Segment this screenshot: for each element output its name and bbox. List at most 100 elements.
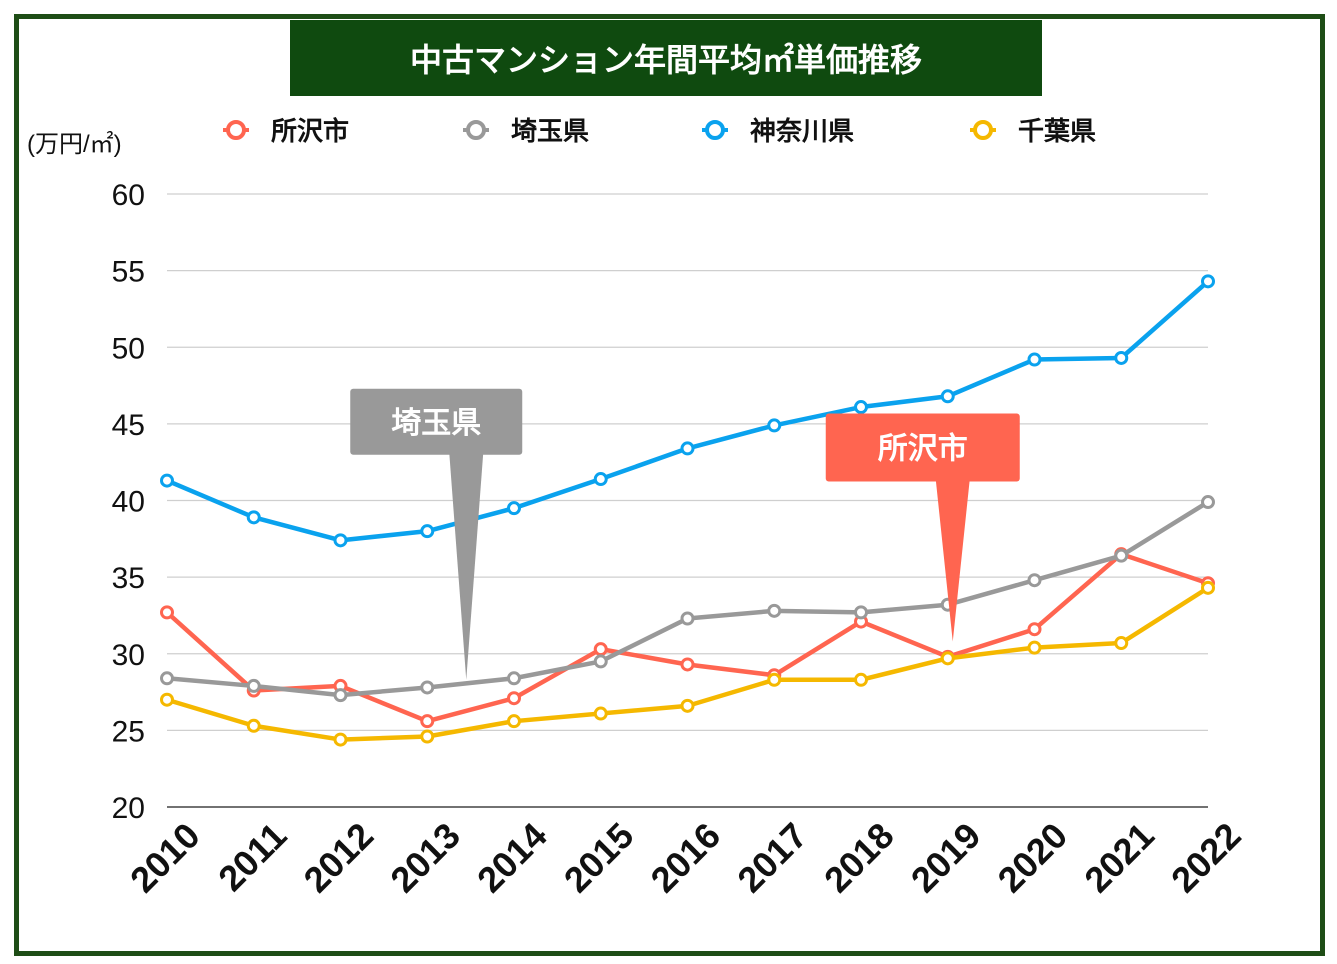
y-axis-ticks: 20 25 30 35 40 45 50 55 60 <box>112 179 145 825</box>
y-tick-label: 50 <box>112 332 145 365</box>
data-point <box>1114 636 1129 651</box>
data-point <box>160 473 174 488</box>
callout-box <box>350 388 523 455</box>
data-point <box>420 524 435 539</box>
callout: 所沢市 <box>825 413 1020 642</box>
data-point <box>1027 640 1042 655</box>
legend-marker <box>466 120 486 140</box>
callout-label: 埼玉県 <box>391 406 481 441</box>
grid-lines <box>167 193 1208 808</box>
data-point <box>680 441 695 456</box>
data-point <box>160 671 174 686</box>
data-point <box>1027 622 1042 637</box>
callout-box <box>825 413 1020 482</box>
legend-marker <box>973 120 993 140</box>
data-point <box>767 418 782 433</box>
legend-label: 所沢市 <box>271 116 349 147</box>
data-point <box>940 389 955 404</box>
x-tick-label: 2020 <box>990 815 1076 901</box>
x-tick-label: 2019 <box>903 815 989 901</box>
series-千葉県 <box>160 580 1215 747</box>
data-point <box>593 706 608 721</box>
series-lines <box>160 274 1215 747</box>
legend-item: 神奈川県 <box>702 117 854 147</box>
y-tick-label: 60 <box>112 179 145 212</box>
series-line <box>166 279 1210 543</box>
data-point <box>507 691 521 706</box>
data-point <box>854 400 868 415</box>
data-point <box>333 732 348 747</box>
y-tick-label: 40 <box>112 486 145 519</box>
data-point <box>1027 573 1042 588</box>
x-tick-label: 2017 <box>729 815 815 901</box>
data-point <box>507 501 521 516</box>
data-point <box>246 510 261 525</box>
series-埼玉県 <box>160 495 1215 703</box>
data-point <box>1114 350 1129 365</box>
data-point <box>767 672 782 687</box>
data-point <box>593 654 608 669</box>
data-point <box>160 692 174 707</box>
data-point <box>940 651 955 666</box>
x-tick-label: 2021 <box>1076 815 1162 901</box>
chart-title: 中古マンション年間平均㎡単価推移 <box>409 41 922 79</box>
chart-frame <box>14 14 1325 956</box>
data-point <box>333 688 348 703</box>
x-tick-label: 2010 <box>122 815 208 901</box>
x-tick-label: 2022 <box>1163 815 1249 901</box>
y-tick-label: 25 <box>112 715 145 748</box>
data-point <box>680 611 695 626</box>
callout-pointer <box>449 452 484 680</box>
data-point <box>680 698 695 713</box>
data-point <box>246 718 261 733</box>
data-point <box>1114 548 1129 563</box>
x-tick-label: 2012 <box>296 815 382 901</box>
data-point <box>1201 274 1215 289</box>
data-point <box>593 472 608 487</box>
series-神奈川県 <box>160 274 1215 548</box>
x-tick-label: 2015 <box>556 815 642 901</box>
x-axis-ticks: 2010 2011 2012 2013 2014 2015 2016 2017 2018 2019… <box>122 815 1249 901</box>
data-point <box>246 678 261 693</box>
legend-label: 千葉県 <box>1018 117 1096 147</box>
data-point <box>854 605 868 620</box>
legend: 所沢市 埼玉県 神奈川県 千葉県 <box>223 116 1096 147</box>
data-point <box>593 642 608 657</box>
legend-marker <box>226 120 246 140</box>
legend-label: 埼玉県 <box>511 117 589 147</box>
x-tick-label: 2014 <box>469 815 555 901</box>
y-axis-label: (万円/㎡) <box>27 131 122 158</box>
legend-label: 神奈川県 <box>750 117 854 147</box>
data-point <box>680 657 695 672</box>
data-point <box>1201 580 1215 595</box>
data-point <box>854 672 868 687</box>
data-point <box>1027 352 1042 367</box>
callout-pointer <box>935 479 970 642</box>
x-tick-label: 2018 <box>816 815 902 901</box>
data-point <box>1201 495 1215 510</box>
data-point <box>507 671 521 686</box>
callout: 埼玉県 <box>350 388 523 680</box>
x-tick-label: 2016 <box>643 815 729 901</box>
y-tick-label: 45 <box>112 409 145 442</box>
legend-item: 所沢市 <box>223 116 349 147</box>
y-tick-label: 30 <box>112 639 145 672</box>
x-tick-label: 2011 <box>210 815 294 899</box>
chart-title-banner: 中古マンション年間平均㎡単価推移 <box>290 20 1042 96</box>
data-point <box>420 729 435 744</box>
legend-item: 埼玉県 <box>463 117 589 147</box>
callout-label: 所沢市 <box>878 431 968 466</box>
data-point <box>333 533 348 548</box>
data-point <box>420 680 435 695</box>
y-tick-label: 20 <box>112 792 145 825</box>
data-point <box>767 603 782 618</box>
series-line <box>165 551 1209 724</box>
y-tick-label: 55 <box>112 256 145 289</box>
data-point <box>507 714 521 729</box>
data-point <box>420 714 435 729</box>
data-point <box>160 605 174 620</box>
legend-marker <box>705 120 725 140</box>
x-tick-label: 2013 <box>382 815 468 901</box>
